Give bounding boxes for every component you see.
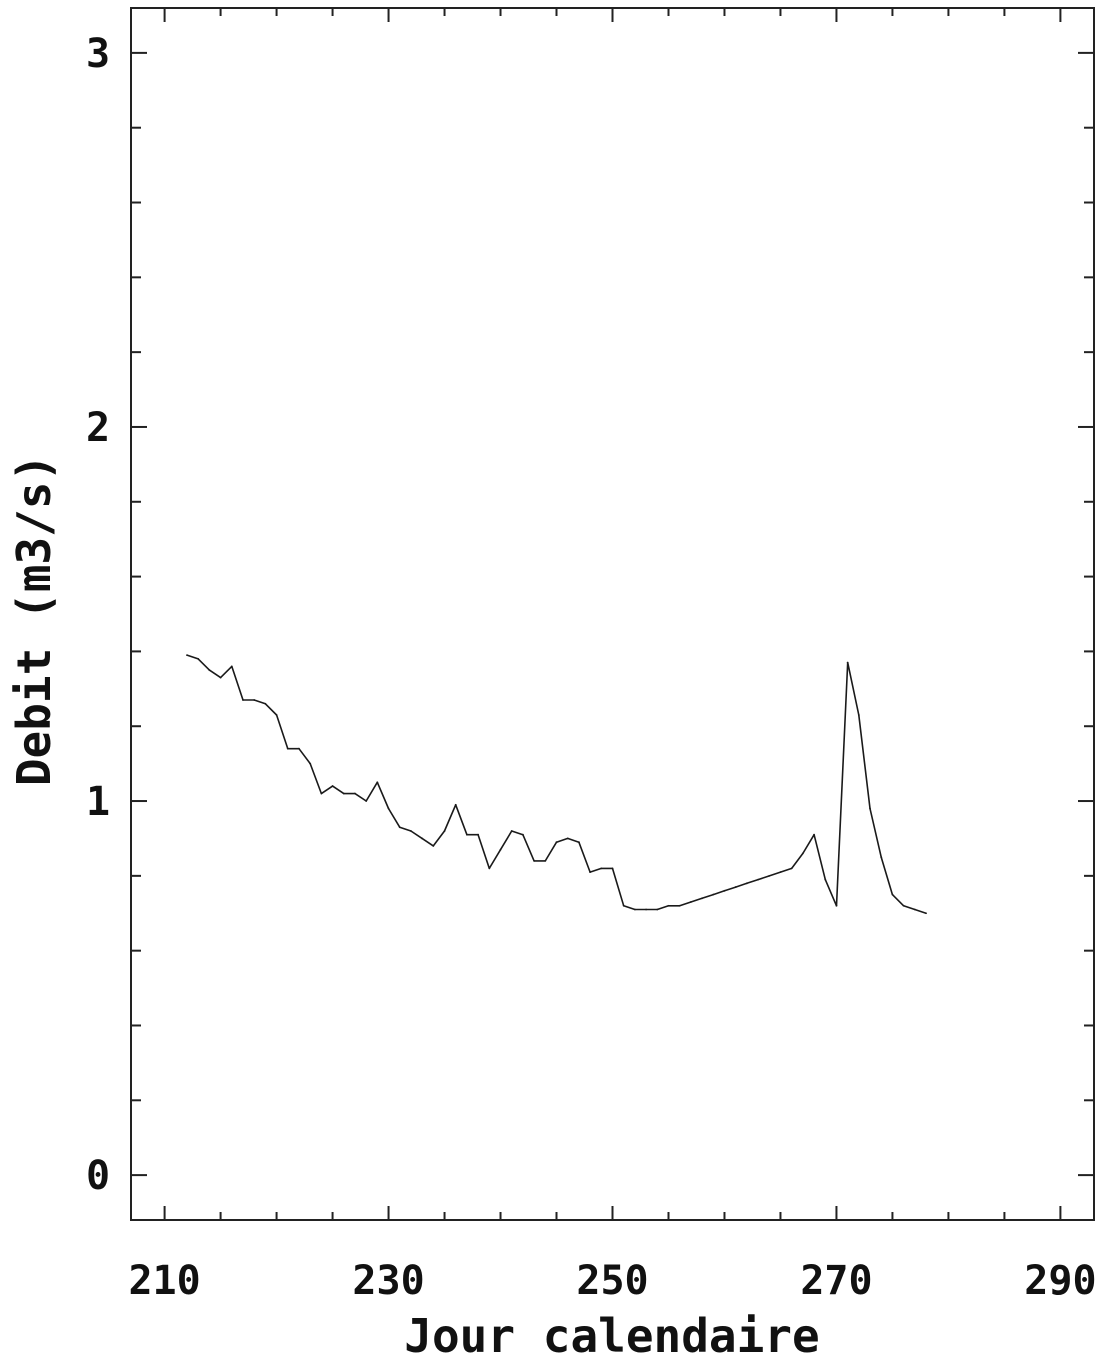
data-point — [768, 874, 771, 877]
x-tick-label: 230 — [352, 1258, 424, 1304]
axis-tick-labels: 210 230 250 270 290 0 1 2 3 — [86, 31, 1097, 1304]
data-point — [678, 904, 681, 907]
data-point — [645, 908, 647, 911]
data-point — [454, 803, 457, 806]
data-point — [432, 845, 435, 847]
data-point — [667, 904, 670, 907]
data-point — [466, 833, 468, 836]
data-point — [499, 848, 502, 851]
data-point — [846, 661, 849, 664]
series-line — [186, 654, 927, 915]
data-point — [925, 912, 927, 915]
data-point — [230, 665, 233, 668]
data-point — [723, 889, 726, 892]
y-tick-label: 3 — [86, 31, 110, 77]
data-point — [869, 807, 871, 810]
plot-frame — [130, 7, 1095, 1221]
y-tick-label: 1 — [86, 779, 110, 825]
data-point — [387, 807, 390, 810]
data-point — [488, 867, 491, 870]
data-point — [578, 841, 580, 844]
data-point — [342, 792, 345, 795]
data-point — [600, 867, 603, 870]
data-point — [656, 908, 659, 911]
data-point — [522, 833, 524, 836]
data-point — [410, 830, 412, 832]
data-point — [264, 702, 267, 705]
data-point — [376, 781, 379, 784]
data-point — [734, 886, 737, 888]
data-point — [398, 826, 401, 829]
data-point — [801, 852, 804, 855]
x-tick-label: 270 — [800, 1258, 872, 1304]
y-tick-label: 0 — [86, 1153, 110, 1199]
data-point — [275, 714, 278, 716]
data-point — [421, 837, 424, 840]
data-point — [443, 830, 446, 832]
data-point — [253, 699, 256, 701]
data-point — [533, 859, 536, 862]
data-point — [633, 908, 636, 911]
data-point — [824, 878, 827, 881]
data-point — [566, 837, 569, 840]
y-axis-title: Debit (m3/s) — [7, 454, 61, 786]
data-point — [477, 833, 480, 836]
series-group — [186, 654, 927, 915]
data-point — [891, 893, 894, 896]
data-point — [712, 893, 715, 896]
data-point — [880, 856, 883, 859]
data-point — [745, 882, 748, 885]
data-point — [186, 654, 188, 657]
data-point — [365, 800, 368, 802]
x-tick-label: 210 — [128, 1258, 200, 1304]
data-point — [208, 669, 211, 672]
axis-ticks — [131, 8, 1094, 1220]
data-point — [779, 871, 782, 874]
data-point — [544, 859, 547, 862]
data-point — [242, 699, 244, 701]
data-point — [309, 762, 312, 765]
data-point — [286, 747, 289, 750]
data-point — [298, 747, 300, 750]
data-point — [611, 867, 614, 870]
x-tick-label: 250 — [576, 1258, 648, 1304]
data-point — [857, 714, 860, 716]
data-point — [589, 871, 592, 874]
data-point — [219, 676, 222, 679]
data-point — [913, 908, 916, 911]
data-point — [757, 878, 759, 881]
x-tick-label: 290 — [1024, 1258, 1096, 1304]
data-point — [354, 792, 356, 795]
data-point — [701, 897, 703, 900]
data-point — [320, 792, 323, 795]
data-point — [331, 785, 334, 787]
data-point — [197, 657, 200, 660]
data-point — [510, 830, 513, 832]
data-point — [555, 841, 558, 844]
x-axis-title: Jour calendaire — [404, 1309, 819, 1363]
data-point — [835, 904, 838, 907]
data-point — [622, 904, 625, 907]
y-tick-label: 2 — [86, 405, 110, 451]
data-point — [813, 833, 815, 836]
data-point — [790, 867, 793, 870]
data-point — [689, 901, 692, 903]
data-point — [902, 904, 905, 907]
